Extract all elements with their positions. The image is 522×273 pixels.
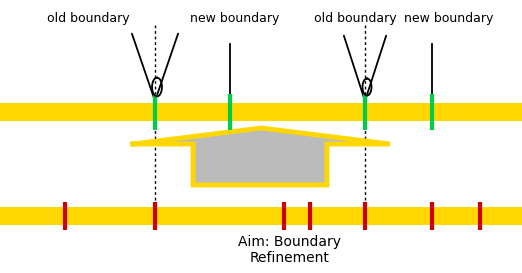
Text: new boundary: new boundary [191, 12, 280, 25]
Bar [0, 103, 522, 121]
Text: old boundary: old boundary [46, 12, 129, 25]
Text: Aim: Boundary
Refinement: Aim: Boundary Refinement [239, 235, 341, 265]
Text: old boundary: old boundary [314, 12, 396, 25]
Text: new boundary: new boundary [405, 12, 494, 25]
Bar [0, 207, 522, 225]
Polygon shape [133, 128, 390, 185]
